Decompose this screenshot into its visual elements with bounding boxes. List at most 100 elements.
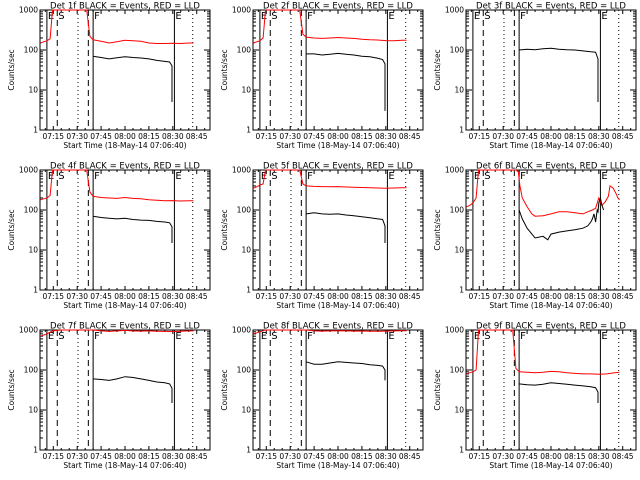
x-tick-label: 07:15 bbox=[255, 292, 277, 301]
plot-frame bbox=[39, 329, 211, 451]
series-group bbox=[40, 9, 194, 102]
y-tick-label: 10 bbox=[241, 246, 251, 255]
x-tick-label: 08:45 bbox=[186, 452, 208, 461]
events-series-line bbox=[93, 376, 173, 403]
lld-series-line bbox=[40, 329, 194, 337]
x-tick-label: 07:15 bbox=[42, 292, 64, 301]
x-tick-label: 08:15 bbox=[351, 292, 373, 301]
lld-series-line bbox=[466, 169, 620, 217]
y-tick-label: 100 bbox=[24, 366, 39, 375]
x-tick-label: 08:30 bbox=[162, 452, 184, 461]
marker-label: S bbox=[271, 11, 277, 22]
x-tick-label: 07:15 bbox=[468, 292, 490, 301]
marker-label: S bbox=[58, 11, 64, 22]
x-tick-label: 08:30 bbox=[375, 292, 397, 301]
x-tick-label: 08:30 bbox=[588, 292, 610, 301]
x-tick-label: 07:45 bbox=[303, 452, 325, 461]
x-axis-label: Start Time (18-May-14 07:06:40) bbox=[276, 301, 399, 310]
y-tick-label: 1 bbox=[459, 286, 464, 295]
x-tick-label: 07:15 bbox=[42, 132, 64, 141]
x-tick-label: 08:00 bbox=[114, 132, 136, 141]
x-tick-label: 07:30 bbox=[492, 292, 514, 301]
x-tick-label: 08:30 bbox=[375, 452, 397, 461]
x-tick-label: 07:15 bbox=[42, 452, 64, 461]
y-tick-label: 1000 bbox=[232, 326, 251, 335]
plot-frame bbox=[465, 329, 637, 451]
y-tick-label: 100 bbox=[450, 46, 465, 55]
marker-label: E bbox=[261, 331, 267, 342]
marker-label: E bbox=[474, 171, 480, 182]
series-group bbox=[40, 169, 194, 243]
marker-label: F bbox=[520, 171, 526, 182]
y-tick-label: 1000 bbox=[445, 6, 464, 15]
x-tick-label: 08:15 bbox=[138, 292, 160, 301]
y-tick-label: 100 bbox=[450, 206, 465, 215]
y-axis-label: Counts/sec bbox=[433, 369, 442, 410]
y-tick-label: 1000 bbox=[445, 166, 464, 175]
x-tick-label: 07:30 bbox=[66, 132, 88, 141]
x-tick-label: 08:30 bbox=[588, 452, 610, 461]
x-axis-label: Start Time (18-May-14 07:06:40) bbox=[276, 141, 399, 150]
series-group bbox=[466, 169, 620, 241]
x-tick-label: 07:30 bbox=[279, 452, 301, 461]
marker-label: E bbox=[474, 11, 480, 22]
y-tick-label: 10 bbox=[28, 406, 38, 415]
y-tick-label: 1 bbox=[246, 126, 251, 135]
x-tick-label: 07:45 bbox=[90, 132, 112, 141]
panel-title: Det 1f BLACK = Events, RED = LLD bbox=[50, 2, 200, 12]
events-series-line bbox=[93, 55, 173, 102]
marker-label: E bbox=[175, 171, 181, 182]
marker-label: F bbox=[307, 171, 313, 182]
y-tick-label: 1 bbox=[246, 446, 251, 455]
marker-label: E bbox=[261, 11, 267, 22]
marker-label: F bbox=[520, 11, 526, 22]
y-tick-label: 100 bbox=[237, 206, 252, 215]
x-axis-label: Start Time (18-May-14 07:06:40) bbox=[276, 461, 399, 470]
plot-frame bbox=[252, 9, 424, 131]
x-tick-label: 08:15 bbox=[138, 452, 160, 461]
x-tick-label: 07:15 bbox=[255, 132, 277, 141]
y-tick-label: 1000 bbox=[19, 326, 38, 335]
x-tick-label: 08:15 bbox=[138, 132, 160, 141]
x-tick-label: 07:45 bbox=[90, 452, 112, 461]
events-series-line bbox=[519, 382, 599, 403]
x-tick-label: 07:30 bbox=[279, 132, 301, 141]
panel-title: Det 7f BLACK = Events, RED = LLD bbox=[50, 322, 200, 332]
x-tick-label: 08:00 bbox=[114, 452, 136, 461]
x-tick-label: 08:30 bbox=[375, 132, 397, 141]
x-axis-label: Start Time (18-May-14 07:06:40) bbox=[489, 301, 612, 310]
x-tick-label: 08:00 bbox=[327, 292, 349, 301]
x-axis-label: Start Time (18-May-14 07:06:40) bbox=[63, 141, 186, 150]
x-tick-label: 08:00 bbox=[540, 132, 562, 141]
series-group bbox=[466, 329, 620, 403]
events-series-line bbox=[306, 52, 386, 111]
y-axis-label: Counts/sec bbox=[7, 369, 16, 410]
x-tick-label: 07:30 bbox=[492, 452, 514, 461]
lld-series-line bbox=[253, 169, 407, 189]
y-tick-label: 1 bbox=[246, 286, 251, 295]
y-axis-label: Counts/sec bbox=[220, 209, 229, 250]
x-tick-label: 07:30 bbox=[66, 292, 88, 301]
series-group bbox=[253, 329, 407, 381]
panel-title: Det 8f BLACK = Events, RED = LLD bbox=[263, 322, 413, 332]
events-series-line bbox=[519, 47, 599, 102]
x-tick-label: 07:30 bbox=[279, 292, 301, 301]
marker-label: S bbox=[484, 11, 490, 22]
x-tick-label: 08:45 bbox=[612, 132, 634, 141]
x-tick-label: 08:15 bbox=[351, 132, 373, 141]
y-tick-label: 100 bbox=[24, 206, 39, 215]
series-group bbox=[519, 47, 599, 102]
x-tick-label: 08:15 bbox=[564, 292, 586, 301]
marker-label: E bbox=[601, 331, 607, 342]
y-axis-label: Counts/sec bbox=[7, 209, 16, 250]
events-series-line bbox=[305, 361, 386, 381]
lld-series-line bbox=[253, 9, 407, 44]
y-tick-label: 10 bbox=[28, 246, 38, 255]
marker-label: E bbox=[388, 331, 394, 342]
y-tick-label: 10 bbox=[454, 246, 464, 255]
